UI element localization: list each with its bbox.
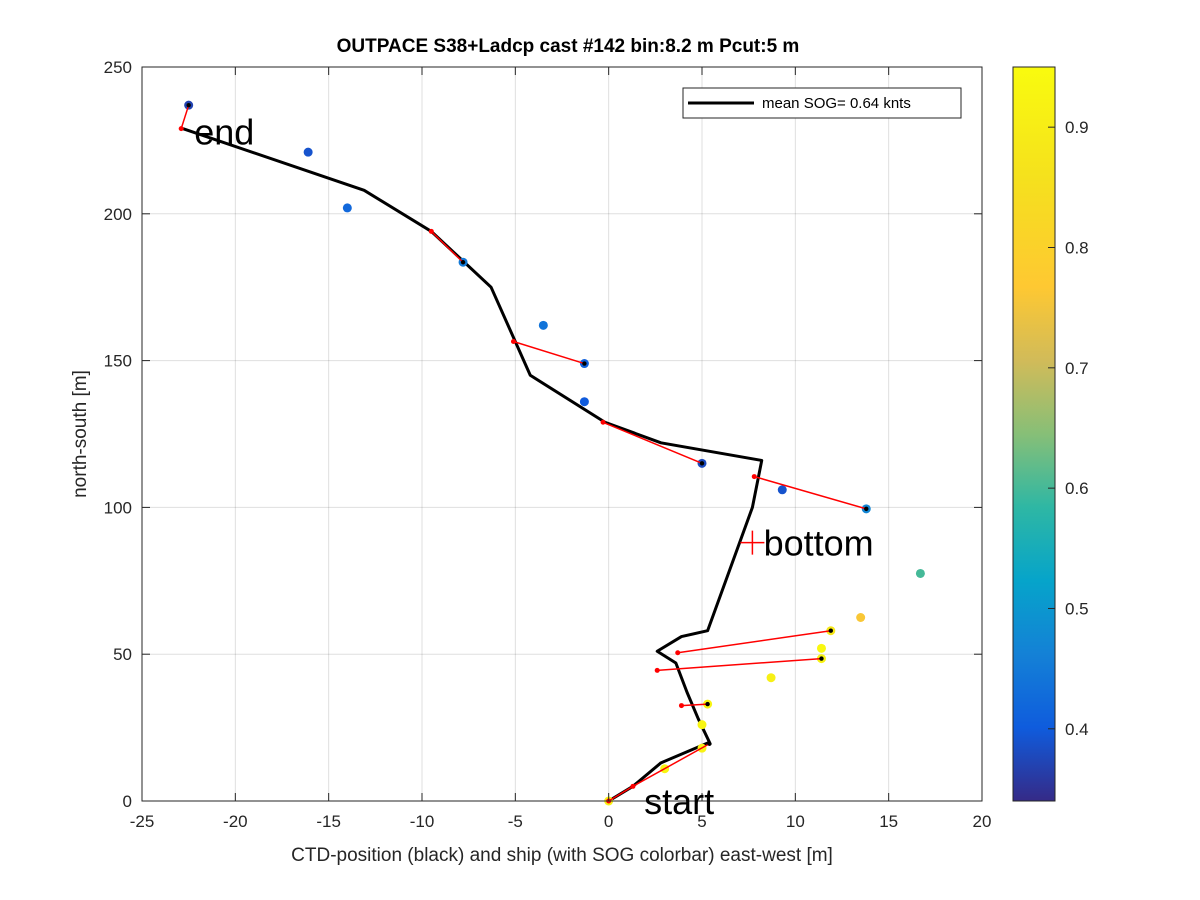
legend: mean SOG= 0.64 knts [682, 87, 962, 119]
y-tick-label: 100 [104, 498, 132, 517]
annotation-end: end [194, 112, 254, 153]
ctd-ship-link-line [754, 475, 867, 510]
ship-position-point [766, 673, 776, 683]
ctd-ship-link-line [430, 230, 464, 263]
y-tick-label: 50 [113, 645, 132, 664]
ship-link-marker [186, 102, 191, 108]
x-tick-label: 10 [786, 812, 805, 831]
ship-position-point [697, 720, 707, 730]
ship-link-marker [828, 628, 833, 633]
ship-position-point [303, 147, 313, 157]
annotations: start bottom end [194, 112, 873, 822]
plot-frame [141, 66, 983, 802]
x-tick-label: -10 [410, 812, 435, 831]
ctd-link-marker [675, 650, 681, 656]
ctd-link-marker [510, 339, 516, 345]
x-tick-label: -20 [223, 812, 248, 831]
ship-position-point [579, 397, 589, 407]
ship-position-point [777, 485, 787, 495]
legend-entry-label: mean SOG= 0.64 knts [762, 95, 911, 112]
y-tick-label: 200 [104, 205, 132, 224]
ship-link-marker [707, 741, 712, 746]
colorbar: 0.4 0.5 0.6 0.7 0.8 0.9 [1012, 66, 1089, 802]
ctd-link-marker [678, 703, 684, 709]
ctd-ship-link-line [657, 657, 822, 672]
ctd-ship-link-line [180, 104, 190, 129]
x-tick-label: 0 [604, 812, 613, 831]
x-tick-label: -25 [130, 812, 155, 831]
ctd-link-marker [654, 667, 660, 673]
ctd-ship-link-line [608, 785, 634, 802]
chart-title: OUTPACE S38+Ladcp cast #142 bin:8.2 m Pc… [337, 36, 800, 57]
x-tick-label: -5 [508, 812, 523, 831]
plot-background [142, 67, 982, 801]
ctd-link-marker [751, 474, 757, 480]
y-tick-label: 0 [123, 792, 132, 811]
colorbar-tick-label: 0.6 [1065, 479, 1089, 498]
colorbar-tick-label: 0.4 [1065, 720, 1089, 739]
ctd-ship-link-line [602, 421, 703, 465]
ship-link-marker [819, 656, 824, 661]
y-tick-label: 150 [104, 352, 132, 371]
ship-position-point [856, 613, 866, 622]
x-axis-label: CTD-position (black) and ship (with SOG … [291, 845, 833, 866]
ship-position-point [342, 203, 352, 213]
ctd-ship-link-line [513, 340, 585, 365]
ship-link-marker [705, 701, 710, 707]
x-tick-label: 20 [973, 812, 992, 831]
ctd-ship-link-line [681, 703, 708, 707]
colorbar-tick-label: 0.9 [1065, 118, 1089, 137]
ship-link-marker [699, 461, 705, 466]
colorbar-tick-label: 0.8 [1065, 238, 1089, 257]
data-layer [178, 100, 925, 806]
colorbar-tick-label: 0.5 [1065, 599, 1089, 618]
colorbar-gradient [1012, 66, 1056, 802]
ship-position-point [538, 320, 548, 330]
colorbar-ticks: 0.4 0.5 0.6 0.7 0.8 0.9 [1048, 118, 1089, 739]
x-tick-label: 15 [879, 812, 898, 831]
y-axis-label: north-south [m] [70, 370, 91, 498]
y-tick-label: 250 [104, 58, 132, 77]
ctd-link-marker [428, 228, 434, 234]
ship-link-marker [582, 361, 587, 366]
annotation-bottom: bottom [764, 523, 874, 564]
ship-link-marker [864, 506, 869, 512]
ctd-ship-link-line [677, 629, 831, 654]
x-tick-label: -15 [316, 812, 341, 831]
ctd-link-marker [630, 783, 636, 789]
ship-position-point [915, 568, 925, 578]
ctd-link-marker [178, 126, 184, 132]
ship-position-point [816, 643, 826, 653]
colorbar-tick-label: 0.7 [1065, 359, 1089, 378]
ship-link-marker [460, 260, 466, 265]
ctd-link-marker [600, 419, 606, 425]
annotation-start: start [644, 781, 714, 822]
ctd-ship-link-line [632, 743, 710, 787]
x-tick-label: 5 [697, 812, 706, 831]
